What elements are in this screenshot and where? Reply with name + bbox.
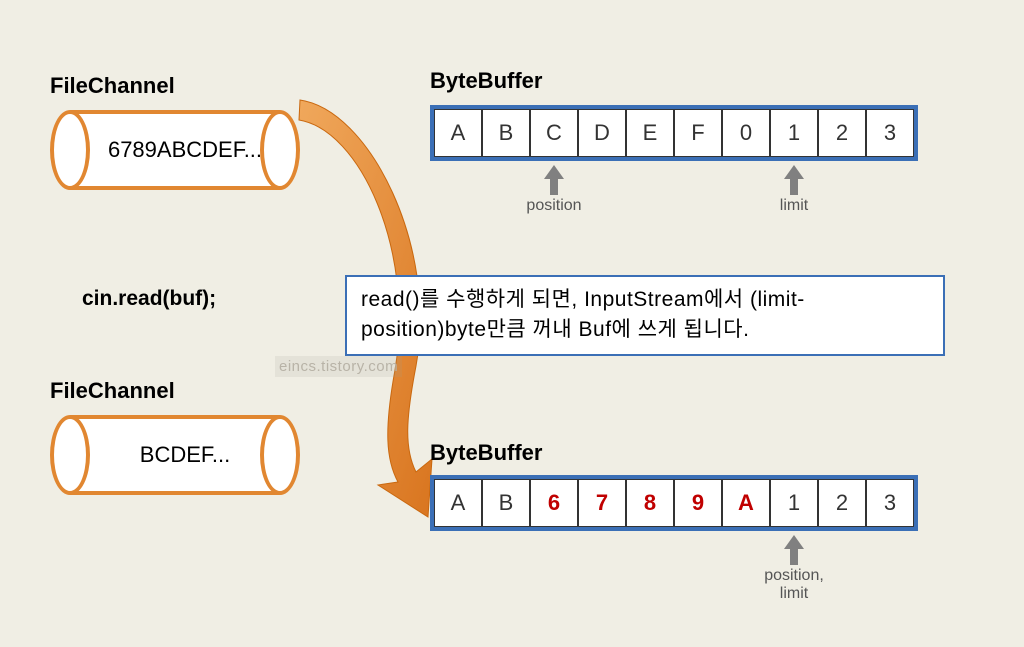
pointer: limit	[754, 165, 834, 215]
buffer-cell: 2	[818, 109, 866, 157]
buffer-cell: 8	[626, 479, 674, 527]
buffer-cell: A	[722, 479, 770, 527]
buffer-cell: 1	[770, 109, 818, 157]
pointer: position	[514, 165, 594, 215]
buffer-cell: B	[482, 479, 530, 527]
buffer-cell: F	[674, 109, 722, 157]
bytebuffer-title-bottom: ByteBuffer	[430, 440, 542, 466]
buffer-cell: 2	[818, 479, 866, 527]
arrow-up-icon	[784, 535, 804, 549]
pointer-label: position	[526, 197, 581, 215]
buffer-cell: 1	[770, 479, 818, 527]
buffer-cell: E	[626, 109, 674, 157]
bytebuffer-title-top: ByteBuffer	[430, 68, 542, 94]
buffer-cell: 7	[578, 479, 626, 527]
buffer-cell: D	[578, 109, 626, 157]
cyl-cap-left	[50, 110, 90, 190]
cyl-cap-right	[260, 415, 300, 495]
buffer-cell: 3	[866, 109, 914, 157]
bytebuffer-top: ABCDEF0123	[430, 105, 918, 161]
desc-line2: position)byte만큼 꺼내 Buf에 쓰게 됩니다.	[361, 318, 749, 341]
arrow-up-icon	[784, 165, 804, 179]
description-box: read()를 수행하게 되면, InputStream에서 (limit- p…	[345, 275, 945, 356]
buffer-cell: C	[530, 109, 578, 157]
buffer-cell: 3	[866, 479, 914, 527]
pointer-label: limit	[780, 197, 808, 215]
buffer-cell: A	[434, 109, 482, 157]
buffer-cell: B	[482, 109, 530, 157]
arrow-stem	[790, 179, 798, 195]
buffer-cell: 9	[674, 479, 722, 527]
bytebuffer-bottom: AB6789A123	[430, 475, 918, 531]
arrow-stem	[790, 549, 798, 565]
buffer-cell: 0	[722, 109, 770, 157]
buffer-cell: 6	[530, 479, 578, 527]
arrow-up-icon	[544, 165, 564, 179]
arrow-stem	[550, 179, 558, 195]
buffer-cell: A	[434, 479, 482, 527]
pointer: position, limit	[754, 535, 834, 602]
pointer-label: position, limit	[764, 567, 824, 602]
cyl-cap-right	[260, 110, 300, 190]
cyl-cap-left	[50, 415, 90, 495]
watermark: eincs.tistory.com	[275, 356, 402, 377]
desc-line1: read()를 수행하게 되면, InputStream에서 (limit-	[361, 288, 805, 311]
